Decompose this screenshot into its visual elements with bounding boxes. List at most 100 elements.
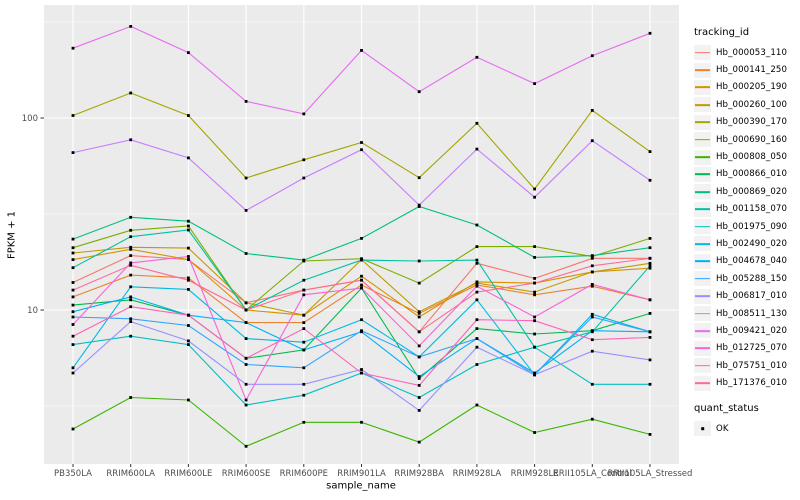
data-point [533, 332, 536, 336]
legend-item: Hb_075751_010 [694, 357, 800, 374]
y-axis-title: FPKM + 1 [6, 210, 18, 260]
legend-key [694, 219, 711, 235]
data-point [302, 382, 306, 386]
data-point [187, 224, 190, 228]
data-point [244, 321, 248, 324]
data-point [475, 363, 479, 366]
data-point [475, 284, 479, 288]
data-point [302, 366, 306, 370]
data-point [187, 114, 190, 117]
legend-line-swatch [695, 364, 710, 367]
data-point [533, 290, 536, 294]
legend-item: Hb_002490_020 [694, 235, 800, 252]
legend-label: Hb_009421_020 [716, 325, 788, 336]
data-point [360, 237, 363, 240]
x-tick-label: RRII105LA_Stressed [608, 469, 693, 479]
legend-item: Hb_000808_050 [694, 148, 800, 165]
legend-label: Hb_001158_070 [716, 204, 788, 215]
legend-line-swatch [695, 173, 710, 176]
data-point [533, 315, 536, 319]
data-point [244, 398, 248, 402]
data-point [129, 317, 133, 321]
data-point [648, 31, 652, 35]
data-point [360, 420, 363, 424]
data-point [187, 288, 190, 291]
legend-key [694, 97, 711, 113]
data-point [244, 308, 248, 312]
data-point [475, 327, 479, 330]
data-point [590, 256, 594, 260]
data-point [71, 310, 75, 314]
legend-label: Hb_012725_070 [716, 343, 788, 354]
data-point [187, 324, 190, 327]
legend-line-swatch [695, 243, 710, 245]
data-point [129, 91, 133, 95]
data-point [187, 255, 190, 258]
data-point [302, 258, 306, 262]
legend-key [694, 340, 711, 356]
data-point [533, 281, 536, 285]
y-tick-label: 10 [27, 306, 38, 316]
data-point [590, 54, 594, 58]
data-point [590, 417, 594, 421]
data-point [187, 228, 190, 232]
legend-label: Hb_000690_160 [716, 134, 788, 145]
legend-key [694, 288, 711, 304]
data-point [302, 327, 306, 330]
legend-line-swatch [695, 121, 710, 124]
x-tick-label: RRIM600LA [106, 469, 155, 479]
legend-item: Hb_009421_020 [694, 322, 800, 339]
data-point [129, 295, 133, 299]
data-point [71, 251, 75, 255]
data-point [71, 237, 75, 241]
data-point [648, 298, 652, 302]
legend-key [694, 306, 711, 322]
data-point [187, 246, 190, 250]
legend-label: Hb_008511_130 [716, 308, 788, 319]
legend-label: Hb_000205_190 [716, 82, 788, 93]
data-point [302, 348, 306, 352]
data-point [533, 319, 536, 323]
data-point [648, 264, 652, 268]
legend-line-swatch [695, 382, 710, 384]
legend-item: Hb_008511_130 [694, 305, 800, 322]
data-point [302, 340, 306, 344]
data-point [533, 371, 536, 375]
data-point [648, 178, 652, 182]
data-point [648, 261, 652, 265]
data-point [648, 433, 652, 436]
data-point [71, 295, 75, 299]
data-point [648, 150, 652, 153]
data-point [533, 256, 536, 259]
data-point [533, 277, 536, 280]
legend-line-swatch [695, 208, 710, 211]
data-point [302, 112, 306, 116]
data-point [417, 312, 421, 315]
data-point [302, 321, 306, 324]
legend-item: Hb_000866_010 [694, 166, 800, 183]
data-point [129, 263, 133, 267]
y-tick-label: 100 [22, 114, 38, 124]
data-point [129, 138, 133, 142]
data-point [244, 403, 248, 407]
data-point [475, 147, 479, 151]
x-tick-label: RRIM928LE [511, 469, 559, 479]
data-point [129, 247, 133, 251]
legend-label: Hb_075751_010 [716, 360, 788, 371]
data-point [590, 284, 594, 288]
legend-line-swatch [695, 69, 710, 71]
legend-label: Hb_171376_010 [716, 378, 788, 389]
legend-key [694, 45, 711, 61]
legend-item: Hb_000690_160 [694, 131, 800, 148]
data-point [187, 313, 190, 317]
data-point [129, 285, 133, 289]
data-point [417, 440, 421, 444]
legend-item: Hb_012725_070 [694, 340, 800, 357]
data-point [244, 100, 248, 103]
data-point [71, 114, 75, 117]
data-point [648, 246, 652, 250]
data-point [475, 290, 479, 294]
data-point [590, 139, 594, 143]
data-point [590, 382, 594, 386]
